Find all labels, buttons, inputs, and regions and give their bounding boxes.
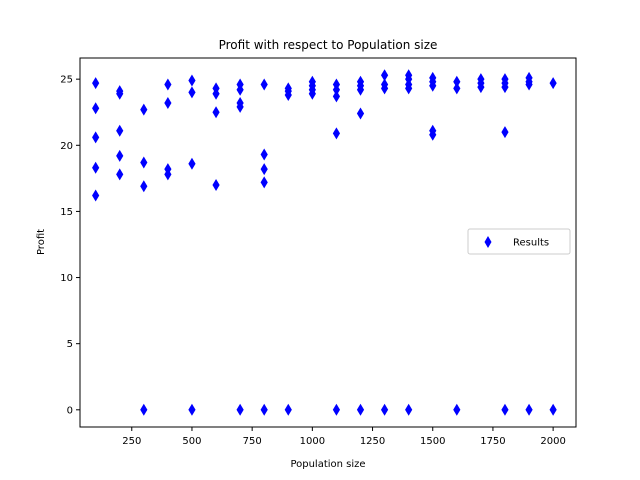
data-point: [92, 161, 100, 174]
data-point: [188, 86, 196, 99]
x-tick-label: 750: [243, 436, 262, 447]
data-point: [284, 89, 292, 102]
x-axis-ticks: 250 500 750 1000 1250 1500 1750 2000: [122, 427, 566, 447]
x-tick-label: 1000: [300, 436, 325, 447]
data-point: [429, 79, 437, 92]
x-tick-label: 1500: [420, 436, 445, 447]
data-point: [453, 403, 461, 416]
data-point: [212, 87, 220, 100]
data-point: [356, 107, 365, 120]
data-point: [92, 102, 100, 115]
y-axis-ticks: 0 5 10 15 20 25: [60, 75, 80, 416]
y-tick-label: 20: [60, 141, 73, 152]
data-point: [501, 126, 509, 139]
data-point: [236, 83, 244, 96]
data-point: [525, 78, 533, 91]
data-point: [212, 178, 220, 191]
data-point: [260, 176, 268, 189]
data-point: [260, 148, 268, 161]
data-point: [140, 180, 148, 193]
data-point: [116, 124, 124, 137]
data-point: [380, 403, 389, 416]
data-point: [405, 403, 413, 416]
y-tick-label: 15: [60, 207, 73, 218]
data-points: [92, 69, 557, 416]
data-point: [453, 75, 461, 88]
data-point: [260, 163, 268, 176]
data-point: [188, 74, 196, 87]
plot-frame: [79, 57, 577, 428]
data-point: [164, 78, 172, 91]
x-tick-label: 250: [122, 436, 141, 447]
x-tick-label: 500: [182, 436, 201, 447]
x-tick-label: 1750: [480, 436, 505, 447]
data-point: [188, 403, 196, 416]
y-axis-label: Profit: [36, 229, 47, 255]
data-point: [525, 403, 533, 416]
y-tick-label: 10: [60, 273, 73, 284]
data-point: [140, 156, 148, 169]
data-point: [332, 90, 341, 103]
data-point: [92, 131, 100, 144]
data-point: [549, 403, 557, 416]
data-point: [308, 87, 316, 100]
data-point: [92, 189, 100, 202]
data-point: [405, 82, 413, 95]
data-point: [140, 103, 148, 116]
data-point: [477, 81, 485, 94]
data-point: [284, 403, 292, 416]
data-point: [356, 83, 365, 96]
y-tick-label: 0: [67, 405, 73, 416]
data-point: [260, 403, 268, 416]
legend-marker: [484, 236, 492, 248]
data-point: [453, 82, 461, 95]
data-point: [380, 82, 389, 95]
data-point: [188, 157, 196, 170]
x-axis-label: Population size: [290, 459, 365, 470]
data-point: [332, 83, 341, 96]
data-point: [380, 69, 389, 82]
data-point: [549, 77, 557, 90]
data-point: [116, 87, 124, 100]
data-point: [332, 403, 341, 416]
y-tick-label: 5: [67, 339, 73, 350]
data-point: [260, 78, 268, 91]
data-point: [212, 106, 220, 119]
data-point: [164, 168, 172, 181]
data-point: [116, 149, 124, 162]
data-point: [356, 403, 365, 416]
legend: Results: [467, 228, 571, 255]
data-point: [236, 100, 244, 113]
x-tick-label: 2000: [540, 436, 565, 447]
data-point: [236, 403, 244, 416]
legend-entry-results: Results: [513, 238, 549, 249]
x-tick-label: 1250: [360, 436, 385, 447]
data-point: [429, 128, 437, 141]
data-point: [140, 403, 148, 416]
data-point: [501, 81, 509, 94]
data-point: [332, 127, 341, 140]
data-point: [164, 96, 172, 109]
data-point: [116, 168, 124, 181]
data-point: [501, 403, 509, 416]
legend-box: [467, 228, 571, 255]
chart-title: Profit with respect to Population size: [219, 38, 438, 52]
data-point: [92, 77, 100, 90]
y-tick-label: 25: [60, 75, 73, 86]
